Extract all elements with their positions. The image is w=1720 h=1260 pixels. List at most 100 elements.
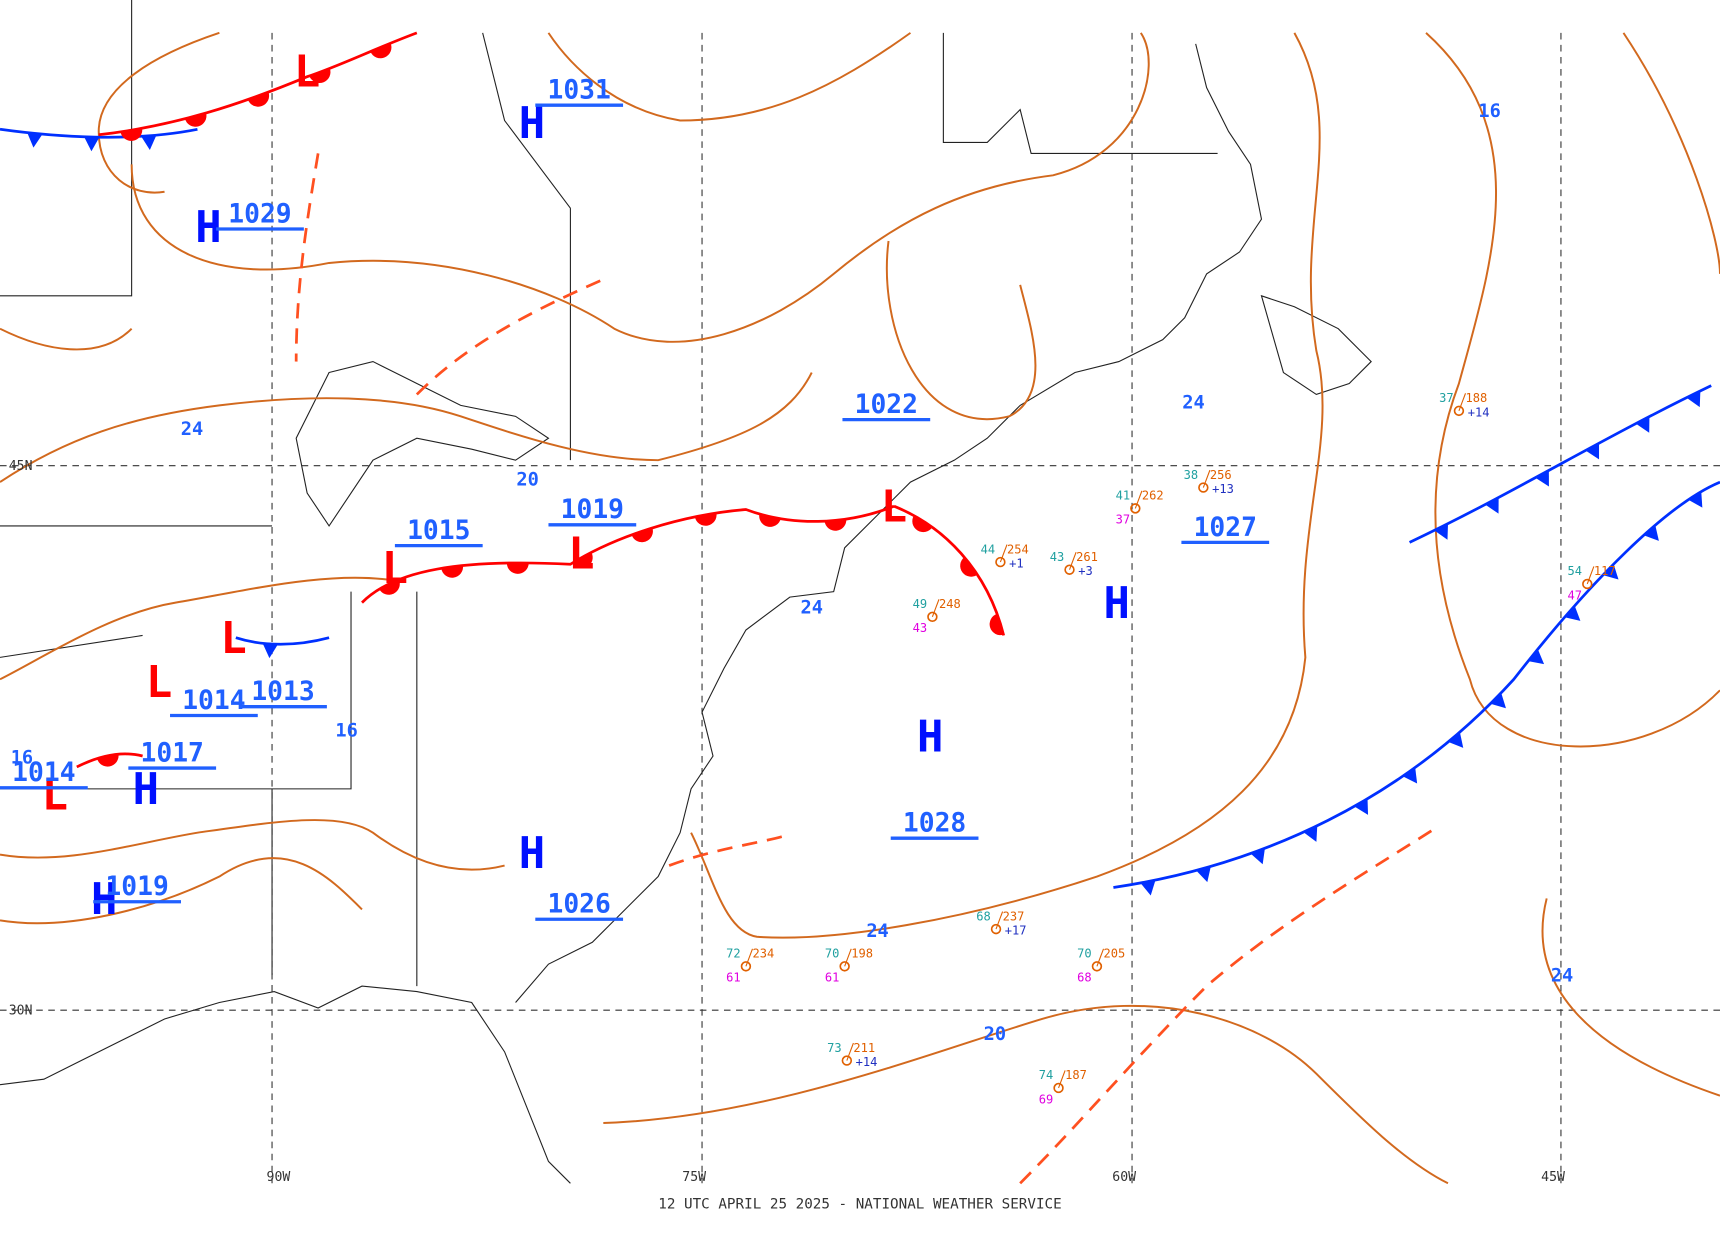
cold-front — [1408, 384, 1712, 544]
front-triangle — [262, 643, 278, 659]
station-circle — [839, 961, 850, 972]
front-semicircle — [97, 754, 119, 767]
wind-barb — [1586, 566, 1595, 585]
front-semicircle — [184, 112, 207, 127]
trough — [668, 834, 785, 867]
center-pressure: 1027 — [1194, 513, 1257, 543]
center-pressure: 1029 — [228, 199, 291, 229]
station-pressure: 234 — [753, 947, 775, 961]
front-triangle — [1354, 798, 1369, 815]
front-semicircle — [912, 515, 933, 533]
station-temp: 68 — [976, 909, 991, 923]
contour-label: 20 — [516, 469, 538, 490]
front-semicircle — [370, 43, 392, 59]
station-temp: 41 — [1116, 489, 1131, 503]
station-circle — [740, 961, 752, 972]
front-semicircle — [960, 557, 978, 577]
front-triangle — [1564, 605, 1581, 621]
station-temp: 38 — [1184, 468, 1199, 482]
station-pressure: 261 — [1076, 550, 1098, 564]
station-dewpoint: 68 — [1077, 971, 1092, 985]
station-pressure: 256 — [1210, 468, 1232, 482]
station-pressure: 205 — [1104, 947, 1126, 961]
front-triangle — [1196, 866, 1211, 883]
troughs — [294, 153, 1438, 1185]
contour-label: 16 — [11, 748, 33, 769]
center-pressure: 1014 — [12, 758, 75, 788]
station-circle — [990, 923, 1002, 935]
station-dewpoint: 47 — [1568, 588, 1583, 602]
cold-front — [235, 636, 330, 646]
front-triangle — [1434, 523, 1449, 540]
trough — [1019, 826, 1438, 1185]
station-circle — [927, 611, 938, 623]
front-semicircle — [309, 68, 331, 83]
station-dewpoint: 37 — [1116, 513, 1131, 527]
station-tendency: +13 — [1212, 482, 1234, 496]
front-triangle — [1250, 848, 1265, 865]
front-semicircle — [247, 92, 270, 107]
station-circle — [1453, 405, 1465, 417]
front-triangle — [141, 135, 157, 150]
wind-barb — [1202, 469, 1211, 488]
footer: 12 UTC APRIL 25 2025 - NATIONAL WEATHER … — [658, 1197, 1061, 1213]
front-semicircle — [824, 519, 847, 531]
center-pressure: 1015 — [407, 516, 470, 546]
isobar — [0, 327, 133, 351]
wind-barb — [1458, 393, 1467, 412]
center-symbol: L — [568, 529, 594, 580]
gulf-coast — [0, 985, 571, 1184]
station-pressure: 237 — [1003, 909, 1025, 923]
front-triangle — [1490, 692, 1506, 709]
wind-barb — [1069, 552, 1077, 570]
station-temp: 43 — [1050, 550, 1065, 564]
center-pressure: 1019 — [105, 872, 168, 902]
front-semicircle — [120, 128, 143, 141]
isobar — [130, 32, 1150, 343]
station-pressure: 187 — [1065, 1068, 1087, 1082]
station-temp: 73 — [827, 1041, 842, 1055]
center-pressure: 1022 — [855, 390, 918, 420]
isobar — [547, 32, 912, 122]
station-tendency: +3 — [1078, 564, 1093, 578]
trough — [415, 278, 604, 396]
front-semicircle — [631, 527, 653, 543]
lon-label: 75W — [682, 1170, 706, 1185]
center-symbol: L — [42, 770, 68, 821]
station-dewpoint: 61 — [726, 971, 741, 985]
lat-label: 45N — [9, 459, 33, 474]
contour-label: 24 — [866, 921, 888, 942]
occluded-front — [893, 504, 1006, 636]
wind-barb — [745, 948, 754, 967]
station-circle — [1053, 1082, 1064, 1094]
isobar — [0, 372, 813, 483]
isobar — [885, 240, 1037, 420]
lon-label: 45W — [1541, 1170, 1565, 1185]
front-semicircle — [379, 579, 400, 595]
front-semicircle — [759, 513, 781, 527]
station-tendency: +1 — [1009, 557, 1024, 571]
front-triangle — [1485, 497, 1499, 514]
station-dewpoint: 43 — [913, 621, 928, 635]
front-semicircle — [989, 613, 1004, 636]
contour-label: 24 — [181, 419, 203, 440]
atlantic-coast — [515, 43, 1263, 1003]
station-tendency: +14 — [1468, 405, 1490, 419]
isobar — [1622, 32, 1720, 274]
station-temp: 49 — [913, 597, 928, 611]
front-triangle — [1585, 443, 1600, 460]
wind-barb — [999, 544, 1008, 563]
coastlines — [0, 0, 1372, 1184]
front-triangle — [1602, 564, 1619, 580]
station-circle — [841, 1055, 853, 1066]
front-triangle — [1643, 525, 1659, 541]
front-triangle — [1688, 491, 1703, 508]
front-triangle — [1140, 880, 1156, 896]
isobar — [1541, 898, 1720, 1097]
center-symbol: H — [91, 874, 117, 925]
center-symbol: L — [382, 543, 408, 594]
center-pressure: 1028 — [903, 809, 966, 839]
